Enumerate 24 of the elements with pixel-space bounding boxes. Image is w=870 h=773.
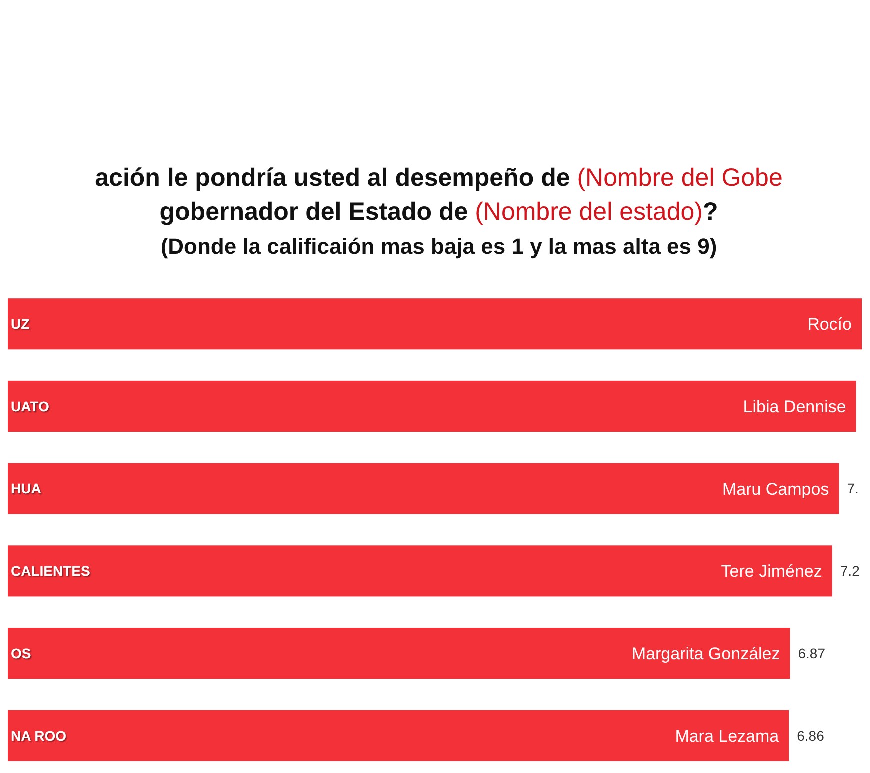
data-label: 6.86 — [797, 728, 825, 744]
y-tick-label: UZ — [11, 316, 30, 332]
chart-subtitle: (Donde la calificaión mas baja es 1 y la mas alta es 9) — [160, 234, 718, 259]
bar — [8, 710, 790, 762]
bar — [8, 546, 832, 597]
y-tick-label: UATO — [11, 398, 50, 414]
y-tick-label: OS — [11, 645, 32, 662]
bar — [8, 463, 840, 514]
y-tick-label: NA ROO — [11, 728, 67, 744]
data-label: 6.87 — [798, 645, 826, 662]
bar — [8, 298, 862, 350]
chart-title: ación le pondría usted al desempeño de (Nombre del Gobe gobernador del Estado de (Nombre del estado)? — [95, 164, 783, 226]
data-label: 7. — [847, 480, 859, 497]
annotation: Maru Campos — [722, 480, 830, 499]
data-label: 7.2 — [840, 563, 860, 580]
y-tick-label: HUA — [11, 480, 42, 497]
annotation: Tere Jiménez — [721, 562, 822, 582]
annotation: Margarita González — [632, 644, 780, 664]
y-tick-label: CALIENTES — [11, 563, 90, 580]
annotation: Rocío — [808, 315, 852, 334]
bar — [8, 380, 856, 432]
annotation: Mara Lezama — [675, 726, 780, 746]
annotation: Libia Dennise — [743, 397, 846, 416]
bar — [8, 628, 790, 680]
